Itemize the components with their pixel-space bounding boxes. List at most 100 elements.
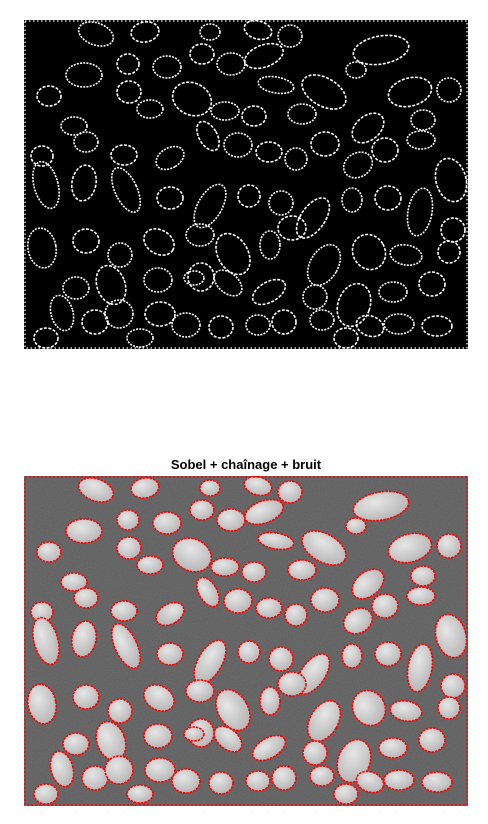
edge-contour bbox=[333, 327, 359, 349]
edge-contour bbox=[30, 145, 54, 167]
seed-with-contour bbox=[136, 555, 164, 575]
seed-with-contour bbox=[36, 541, 62, 563]
edge-contour bbox=[244, 42, 284, 70]
edge-contour bbox=[277, 24, 303, 48]
seed-with-contour bbox=[144, 757, 176, 783]
edge-detection-image bbox=[24, 20, 468, 349]
seed-with-contour bbox=[116, 509, 140, 531]
seed-with-contour bbox=[352, 490, 410, 522]
seed-with-contour bbox=[255, 597, 283, 619]
seed-with-contour bbox=[210, 557, 240, 577]
edge-contour bbox=[110, 166, 142, 214]
edge-contour bbox=[268, 190, 294, 216]
edge-contour bbox=[301, 74, 347, 110]
seed-with-contour bbox=[171, 537, 213, 573]
seed-with-contour bbox=[155, 601, 185, 627]
seed-with-contour bbox=[116, 536, 142, 560]
edge-contours bbox=[24, 20, 468, 349]
seed-with-contour bbox=[110, 600, 138, 622]
edge-map-canvas bbox=[24, 20, 468, 349]
edge-contour bbox=[62, 276, 90, 300]
seed-with-contour bbox=[189, 499, 215, 521]
edge-contour bbox=[208, 315, 234, 339]
seed-with-contour bbox=[437, 696, 461, 720]
seed-with-contour bbox=[355, 770, 385, 794]
edge-contour bbox=[65, 62, 103, 88]
edge-contour bbox=[259, 230, 281, 260]
edge-contour bbox=[152, 55, 182, 79]
edge-contour bbox=[216, 52, 246, 76]
edge-contour bbox=[387, 76, 433, 108]
seed-with-contour bbox=[49, 750, 75, 788]
edge-contour bbox=[389, 243, 423, 267]
edge-contour bbox=[374, 185, 402, 211]
seed-with-contour bbox=[277, 671, 307, 697]
seed-with-contour bbox=[406, 643, 434, 693]
seed-with-contour bbox=[284, 603, 308, 627]
seed-with-contour bbox=[421, 771, 453, 793]
edge-contour bbox=[406, 130, 436, 150]
seed-with-contour bbox=[196, 576, 220, 608]
edge-contour bbox=[309, 309, 335, 331]
edge-contour bbox=[156, 186, 184, 210]
seed-with-contour bbox=[268, 646, 294, 672]
edge-contour bbox=[36, 85, 62, 107]
edge-contour bbox=[70, 164, 98, 202]
edge-contour bbox=[126, 328, 154, 348]
edge-contour bbox=[302, 284, 328, 310]
seed-with-contour bbox=[434, 613, 468, 659]
edge-contour bbox=[215, 232, 251, 276]
edge-contour bbox=[383, 313, 415, 335]
edge-contour bbox=[32, 160, 60, 210]
edge-contour bbox=[255, 141, 283, 163]
seed-with-contour bbox=[70, 620, 98, 658]
edge-contour bbox=[243, 20, 273, 41]
edge-contour bbox=[437, 240, 461, 264]
seed-with-contour bbox=[257, 531, 295, 551]
seed-with-contour bbox=[171, 768, 201, 794]
edge-contour bbox=[210, 101, 240, 121]
edge-contour bbox=[434, 157, 468, 203]
edge-contour bbox=[185, 223, 215, 247]
edge-contour bbox=[351, 112, 385, 144]
seed-with-contour bbox=[223, 588, 253, 614]
seed-with-contour bbox=[371, 593, 399, 619]
edge-contour bbox=[355, 314, 385, 338]
edge-contour bbox=[72, 228, 100, 254]
seed-with-contour bbox=[383, 769, 415, 791]
edge-contour bbox=[73, 131, 99, 153]
edge-contour bbox=[130, 21, 160, 43]
edge-contour bbox=[310, 131, 340, 157]
seed-with-contour bbox=[62, 732, 90, 756]
seed-with-contour bbox=[110, 622, 142, 670]
edge-contour bbox=[213, 269, 243, 297]
edge-contour bbox=[171, 81, 213, 117]
edge-contour bbox=[271, 309, 297, 335]
seed-with-contour bbox=[81, 765, 109, 791]
edge-contour bbox=[110, 144, 138, 166]
seed-with-contour bbox=[277, 480, 303, 504]
seed-with-contour bbox=[440, 673, 466, 699]
edge-contour bbox=[26, 227, 58, 269]
seed-with-contour bbox=[406, 586, 436, 606]
edge-contour bbox=[352, 34, 410, 66]
seed-with-contour bbox=[26, 683, 58, 725]
edge-contour bbox=[104, 299, 134, 329]
seed-with-contour bbox=[341, 643, 363, 669]
seed-with-contour bbox=[306, 699, 342, 743]
seed-with-contour bbox=[77, 477, 115, 503]
edge-contour bbox=[116, 80, 142, 104]
seed-with-contour bbox=[342, 607, 374, 635]
edge-contour bbox=[284, 147, 308, 171]
edge-contour bbox=[351, 233, 387, 271]
edge-map-border bbox=[24, 20, 468, 349]
seed-with-contour bbox=[143, 684, 175, 712]
edge-contour bbox=[155, 145, 185, 171]
seed-with-contour bbox=[302, 740, 328, 766]
edge-contour bbox=[257, 75, 295, 95]
seed-objects bbox=[26, 476, 468, 805]
seed-with-contour bbox=[243, 476, 273, 497]
edge-contour bbox=[418, 271, 446, 297]
seed-with-contour bbox=[126, 784, 154, 804]
edge-contour bbox=[406, 187, 434, 237]
